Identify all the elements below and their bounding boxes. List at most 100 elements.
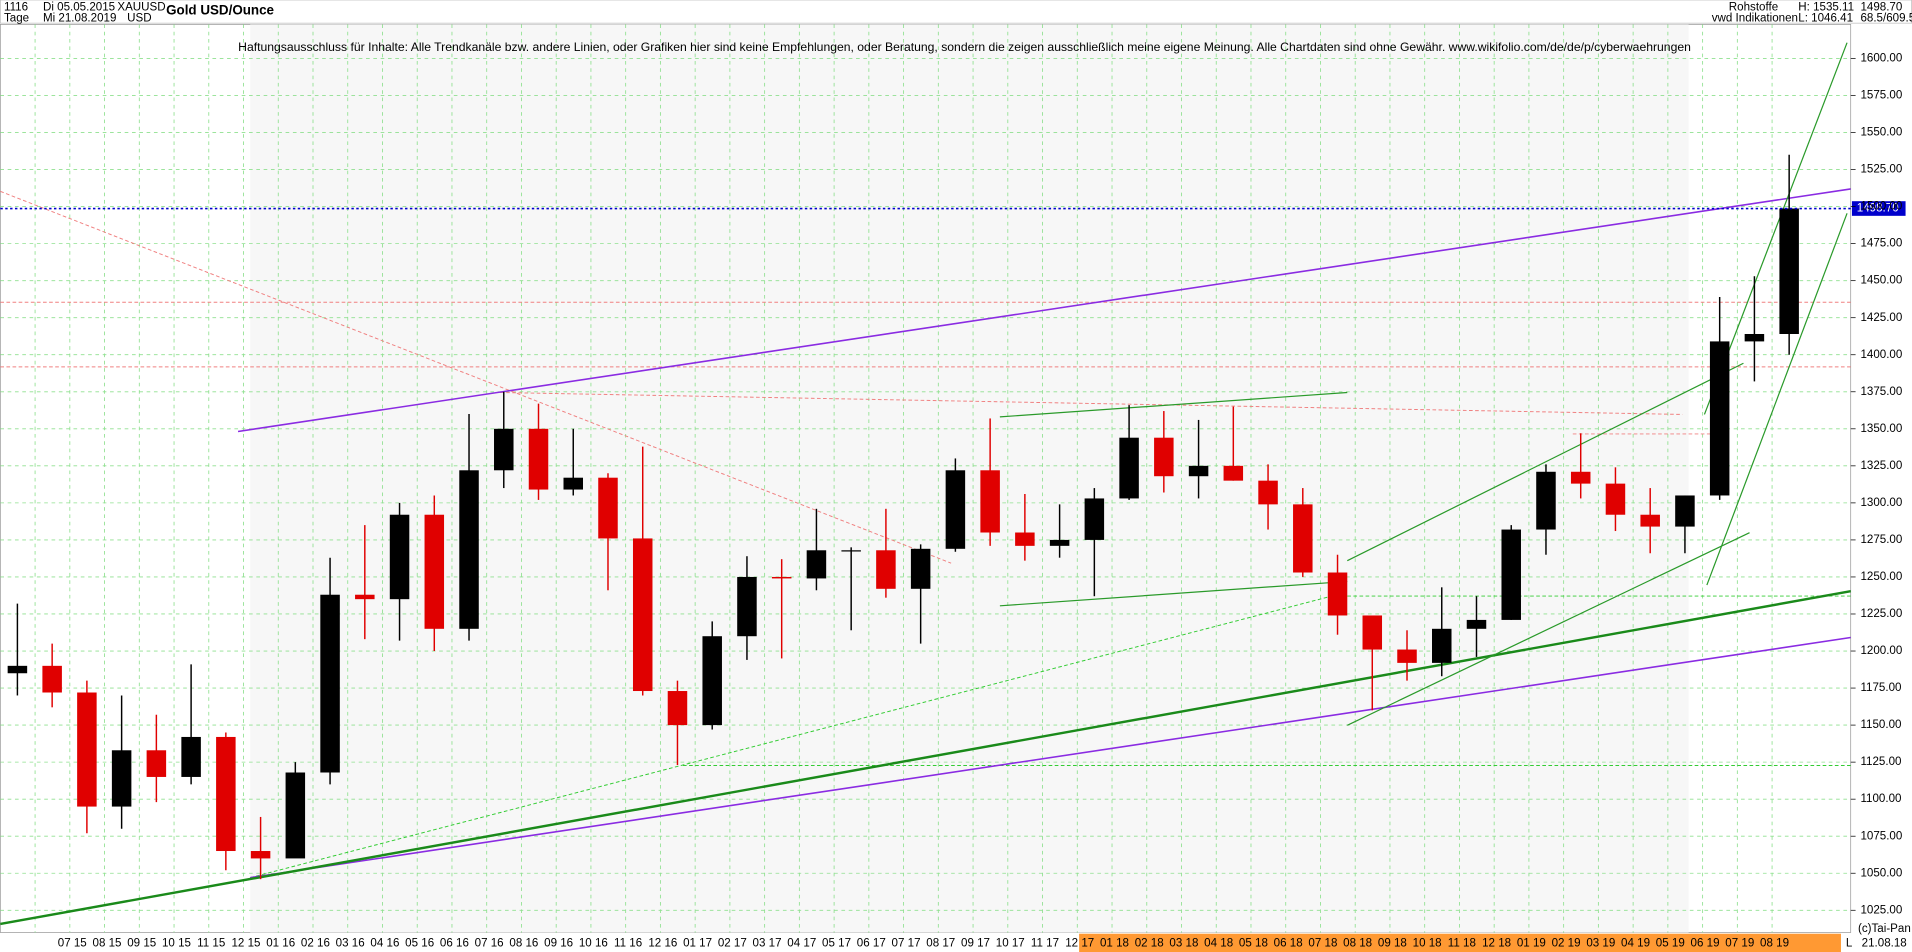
y-tick-label: 1450.00 (1860, 275, 1902, 287)
candle-body (876, 550, 896, 589)
y-tick-label: 1475.00 (1860, 238, 1902, 250)
x-tick-label: 08 16 (509, 938, 538, 950)
trend-line (250, 593, 1342, 879)
x-tick-label: 04 18 (1204, 938, 1233, 950)
candle-body (1779, 208, 1799, 334)
candle-body (632, 538, 653, 692)
group: Rohstoffe (1729, 1, 1778, 13)
x-tick-label: 09 18 (1378, 938, 1407, 950)
candle-body (355, 594, 375, 600)
marker: L (1846, 938, 1853, 950)
last-price-box (1851, 201, 1906, 216)
x-tick-label: 03 17 (753, 938, 782, 950)
candle-body (181, 736, 201, 777)
candle-body (459, 470, 479, 629)
y-tick-label: 1075.00 (1860, 830, 1902, 842)
last: 1498.70 (1860, 1, 1902, 13)
x-tick-label: 08 19 (1760, 938, 1789, 950)
y-tick-label: 1150.00 (1860, 719, 1901, 731)
x-tick-label: 09 16 (544, 938, 573, 950)
x-tick-label: 11 17 (1031, 938, 1059, 950)
x-tick-label: 07 18 (1308, 938, 1337, 950)
x-tick-label: 03 19 (1586, 938, 1615, 950)
x-tick-label: 12 18 (1482, 938, 1511, 950)
x-tick-label: 10 15 (162, 938, 191, 950)
candle-body (1327, 572, 1348, 616)
start-date: Di 05.05.2015 (43, 1, 115, 13)
candle-body (146, 750, 167, 777)
low: L: 1046.41 (1798, 12, 1853, 24)
candle-body (1223, 465, 1244, 481)
y-tick-label: 1225.00 (1860, 608, 1902, 620)
y-tick-label: 1250.00 (1860, 571, 1902, 583)
candle-body (1188, 465, 1209, 477)
y-tick-label: 1400.00 (1860, 349, 1902, 361)
y-tick-label: 1175.00 (1860, 682, 1901, 694)
candle-body (563, 477, 584, 490)
y-tick-label: 1025.00 (1860, 904, 1902, 916)
candle-body (702, 636, 722, 726)
y-tick-label: 1125.00 (1860, 756, 1901, 768)
grid (0, 24, 1851, 933)
x-tick-label: 08 17 (926, 938, 955, 950)
y-tick-label: 1350.00 (1860, 423, 1902, 435)
x-tick-label: 10 18 (1413, 938, 1442, 950)
trend-line (0, 190, 952, 564)
candle-body (1605, 483, 1626, 515)
trend-lines (0, 42, 1851, 926)
x-tick-label: 06 18 (1274, 938, 1303, 950)
symbol: XAUUSD (117, 1, 165, 13)
chart-title: Gold USD/Ounce (166, 3, 274, 18)
currency: USD (127, 12, 151, 24)
candle-body (42, 665, 62, 693)
highlight-bar (1079, 933, 1841, 952)
x-tick-label: 11 16 (614, 938, 642, 950)
trend-line (500, 392, 1683, 415)
trend-line (0, 589, 1851, 926)
x-tick-label: 04 16 (370, 938, 399, 950)
y-tick-label: 1575.00 (1860, 90, 1902, 102)
x-tick-label: 09 17 (961, 938, 990, 950)
source: vwd Indikationen (1712, 12, 1798, 24)
y-tick-label: 1275.00 (1860, 534, 1902, 546)
candles (7, 154, 1799, 880)
candle-body (980, 470, 1000, 533)
candle-body (320, 594, 340, 773)
candle-body (1293, 504, 1313, 573)
y-tick-label: 1525.00 (1860, 164, 1902, 176)
x-tick-label: 05 19 (1656, 938, 1685, 950)
candle-body (77, 692, 97, 807)
x-tick-label: 11 15 (197, 938, 225, 950)
x-tick-label: 01 17 (683, 938, 712, 950)
candle-body (806, 550, 827, 579)
candle-body (1501, 529, 1521, 620)
end-label: 21.08.18 (1862, 938, 1907, 950)
x-tick-label: 02 16 (301, 938, 330, 950)
y-tick-label: 1425.00 (1860, 312, 1902, 324)
shade (250, 24, 1689, 933)
y-tick-label: 1600.00 (1860, 53, 1902, 65)
candle-body (1570, 471, 1591, 484)
trend-line (999, 391, 1348, 418)
x-tick-label: 02 18 (1135, 938, 1164, 950)
x-tick-label: 09 15 (127, 938, 156, 950)
x-tick-label: 07 15 (58, 938, 87, 950)
candle-body (910, 548, 931, 589)
y-tick-label: 1500.00 (1860, 201, 1902, 213)
copyright: (c)Tai-Pan (1858, 923, 1911, 935)
y-tick-label: 1050.00 (1860, 867, 1902, 879)
candle-body (945, 470, 966, 549)
candle-body (7, 665, 28, 674)
candle-body (1675, 495, 1695, 527)
x-tick-label: 05 17 (822, 938, 851, 950)
x-tick-label: 06 17 (857, 938, 886, 950)
x-tick-label: 05 16 (405, 938, 434, 950)
candle-body (1119, 437, 1139, 499)
y-tick-label: 1300.00 (1860, 497, 1902, 509)
x-tick-label: 08 15 (93, 938, 122, 950)
y-tick-label: 1325.00 (1860, 460, 1902, 472)
trend-line (1347, 532, 1750, 726)
candle-body (737, 576, 757, 637)
